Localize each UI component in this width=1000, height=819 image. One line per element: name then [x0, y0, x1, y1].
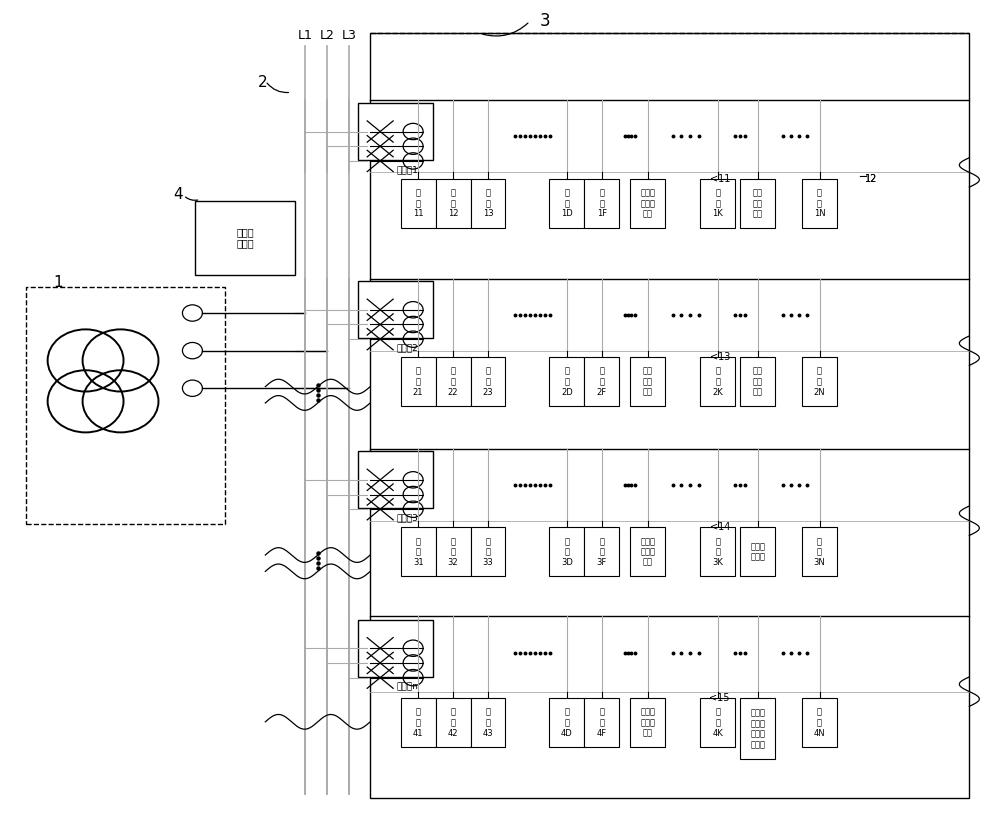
Text: 负
荷
4F: 负 荷 4F — [597, 708, 607, 738]
Text: <15: <15 — [709, 693, 730, 704]
Bar — [584, 527, 619, 577]
Bar — [630, 698, 665, 747]
Text: 混合补
偿装置: 混合补 偿装置 — [750, 542, 765, 562]
Bar — [630, 357, 665, 406]
Text: 4: 4 — [174, 187, 183, 202]
Bar — [630, 179, 665, 228]
Bar — [740, 357, 775, 406]
Text: 负
荷
42: 负 荷 42 — [448, 708, 458, 738]
Bar — [358, 281, 433, 338]
Bar — [401, 179, 436, 228]
Bar — [471, 527, 505, 577]
Text: 负
荷
13: 负 荷 13 — [483, 188, 493, 219]
Text: 负
荷
22: 负 荷 22 — [448, 367, 458, 396]
Bar — [436, 527, 471, 577]
Bar — [802, 357, 837, 406]
Bar — [630, 527, 665, 577]
Text: 集中采
样装置: 集中采 样装置 — [237, 227, 254, 249]
Text: 有源
滤波
装置: 有源 滤波 装置 — [643, 367, 653, 396]
Bar — [700, 527, 735, 577]
Text: 负
荷
2D: 负 荷 2D — [561, 367, 573, 396]
Bar — [436, 698, 471, 747]
Text: 负
荷
12: 负 荷 12 — [448, 188, 458, 219]
Bar — [700, 179, 735, 228]
Bar — [401, 527, 436, 577]
Bar — [802, 698, 837, 747]
Bar — [700, 357, 735, 406]
Text: 负
荷
43: 负 荷 43 — [483, 708, 493, 738]
Text: 负
荷
11: 负 荷 11 — [413, 188, 423, 219]
Bar — [401, 357, 436, 406]
Text: 子线路1: 子线路1 — [396, 165, 418, 174]
Text: 无功功
率补偿
装置: 无功功 率补偿 装置 — [640, 188, 655, 219]
Bar — [584, 179, 619, 228]
Text: 有源电
能质量
综合治
理装置: 有源电 能质量 综合治 理装置 — [750, 708, 765, 749]
Text: 子线路2: 子线路2 — [396, 344, 418, 353]
Text: 负
荷
1K: 负 荷 1K — [712, 188, 723, 219]
Bar — [584, 698, 619, 747]
Bar — [370, 34, 969, 798]
Text: L1: L1 — [298, 29, 313, 42]
Bar — [549, 527, 584, 577]
Text: 子线路n: 子线路n — [396, 682, 418, 691]
Text: 1: 1 — [54, 275, 63, 290]
Bar — [802, 179, 837, 228]
Bar — [195, 201, 295, 274]
Bar — [802, 527, 837, 577]
Text: 负
荷
1N: 负 荷 1N — [814, 188, 825, 219]
Bar — [700, 698, 735, 747]
Bar — [436, 179, 471, 228]
Bar — [549, 357, 584, 406]
Bar — [471, 179, 505, 228]
Text: L2: L2 — [320, 29, 335, 42]
Bar — [401, 698, 436, 747]
Text: 负
荷
41: 负 荷 41 — [413, 708, 423, 738]
Text: <13: <13 — [710, 352, 730, 362]
Text: 负
荷
1D: 负 荷 1D — [561, 188, 573, 219]
Text: 功率
平衡
装置: 功率 平衡 装置 — [753, 367, 763, 396]
Bar — [471, 698, 505, 747]
Bar — [740, 527, 775, 577]
Text: 负
荷
3D: 负 荷 3D — [561, 537, 573, 567]
Bar — [358, 103, 433, 161]
Text: 负
荷
3F: 负 荷 3F — [597, 537, 607, 567]
Bar — [740, 698, 775, 759]
Text: 2: 2 — [258, 75, 267, 90]
Text: 负
荷
3N: 负 荷 3N — [814, 537, 825, 567]
Text: 负
荷
2F: 负 荷 2F — [597, 367, 607, 396]
Text: 负
荷
23: 负 荷 23 — [483, 367, 493, 396]
Bar — [436, 357, 471, 406]
Bar — [358, 620, 433, 676]
Text: 子线路3: 子线路3 — [396, 514, 418, 523]
Text: 负
荷
2K: 负 荷 2K — [712, 367, 723, 396]
Text: 负
荷
32: 负 荷 32 — [448, 537, 458, 567]
Bar — [358, 451, 433, 509]
Text: 负
荷
21: 负 荷 21 — [413, 367, 423, 396]
Text: 负
荷
3K: 负 荷 3K — [712, 537, 723, 567]
Bar — [549, 698, 584, 747]
Text: <14: <14 — [710, 523, 730, 532]
Bar — [740, 179, 775, 228]
Bar — [471, 357, 505, 406]
Text: <11: <11 — [710, 174, 730, 184]
Bar — [26, 287, 225, 524]
Text: 负
荷
4D: 负 荷 4D — [561, 708, 573, 738]
Text: 负
荷
1F: 负 荷 1F — [597, 188, 607, 219]
Text: 功率
平衡
装置: 功率 平衡 装置 — [753, 188, 763, 219]
Bar — [584, 357, 619, 406]
Text: 3: 3 — [540, 12, 550, 30]
Text: 12: 12 — [865, 174, 878, 184]
Text: 负
荷
2N: 负 荷 2N — [814, 367, 825, 396]
Text: 负
荷
4K: 负 荷 4K — [712, 708, 723, 738]
Text: 负
荷
33: 负 荷 33 — [483, 537, 493, 567]
Text: L3: L3 — [342, 29, 357, 42]
Text: 负
荷
4N: 负 荷 4N — [814, 708, 825, 738]
Text: 无功功
率补偿
装置: 无功功 率补偿 装置 — [640, 537, 655, 567]
Text: 负
荷
31: 负 荷 31 — [413, 537, 423, 567]
Text: 12: 12 — [865, 174, 878, 184]
Text: 无功功
率补偿
装置: 无功功 率补偿 装置 — [640, 708, 655, 738]
Bar — [549, 179, 584, 228]
